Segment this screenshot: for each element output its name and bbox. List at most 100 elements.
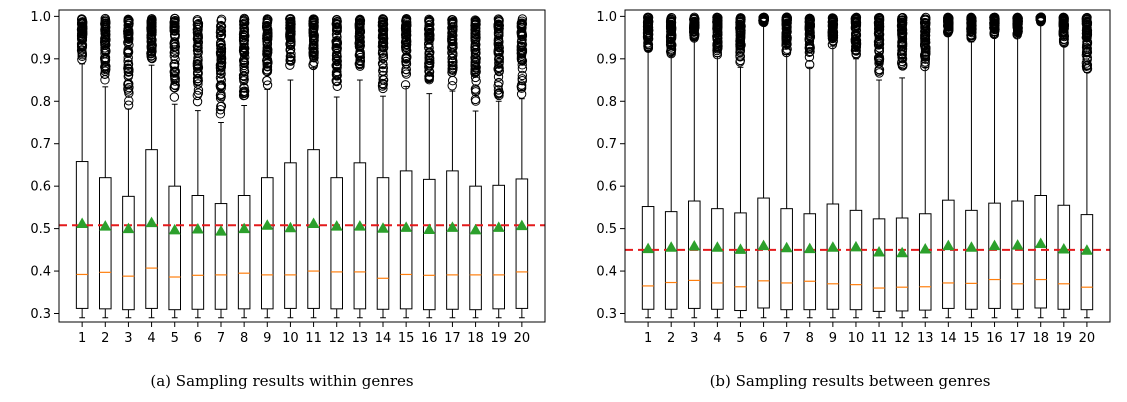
flier [169,67,180,77]
flier [216,91,226,102]
box-11 [307,14,320,319]
flier [1082,60,1093,70]
flier [146,20,157,31]
flier [517,75,528,86]
flier [124,15,134,26]
flier [851,42,862,53]
y-tick-label: 0.9 [596,52,617,67]
flier [735,26,746,36]
flier [967,23,977,34]
flier [193,79,203,89]
flier [309,50,319,61]
flier [123,56,133,66]
mean-marker [284,221,297,233]
flier [192,15,203,25]
x-tick-label: 3 [690,331,698,346]
mean-marker [1080,244,1093,255]
flier [897,49,907,59]
flier [239,90,250,100]
box-5 [168,13,182,319]
flier [494,66,504,76]
box-body [469,185,482,311]
box-body [895,217,909,312]
flier [920,37,930,48]
flier [493,20,504,30]
flier [355,59,365,70]
flier [123,60,133,70]
box-13 [353,14,367,319]
flier [193,59,203,69]
box-body [1057,204,1071,310]
box-body [122,195,135,311]
x-tick-label: 4 [713,331,721,346]
caption-between-genres: (b) Sampling results between genres [710,372,991,390]
x-tick-label: 2 [101,331,109,346]
box-2 [664,13,678,319]
flier [262,61,273,71]
flier [874,45,885,56]
box-body [423,178,436,311]
mean-marker [826,241,839,252]
flier [493,36,504,46]
box-body [1080,214,1094,311]
flier [263,57,273,67]
flier [874,68,885,78]
flier [759,13,769,23]
box-body [307,149,320,309]
y-tick-label: 0.4 [30,265,51,280]
flier [286,56,296,66]
box-body [75,161,89,309]
flier [377,17,388,28]
box-17 [1011,12,1024,319]
box-19 [492,14,505,319]
box-7 [214,14,228,319]
flier [239,83,249,93]
flier [471,76,481,86]
mean-marker [642,242,655,254]
flier [494,77,504,88]
flier [470,84,481,94]
flier [666,42,676,52]
flier [170,26,180,36]
flier [804,36,815,46]
box-9 [261,14,274,319]
flier [1058,19,1069,30]
y-tick-label: 0.9 [30,52,51,67]
box-10 [284,14,297,319]
box-11 [872,12,886,319]
y-tick-label: 0.7 [30,137,51,152]
box-20 [515,14,529,319]
flier [447,15,457,25]
flier [470,94,481,105]
flier [516,83,527,93]
flier [101,16,111,27]
flier [516,41,527,51]
flier [100,32,111,42]
flier [1059,14,1069,24]
flier [920,27,931,37]
x-tick-label: 6 [759,331,767,346]
x-tick-label: 3 [124,331,132,346]
flier [401,34,412,44]
x-tick-label: 10 [848,331,865,346]
flier [354,38,364,49]
mean-marker [261,219,274,230]
flier [1082,12,1092,23]
flier [309,43,319,54]
flier [100,57,110,67]
flier [470,64,480,75]
flier [470,33,480,43]
mean-marker [446,221,459,232]
mean-marker [377,222,389,233]
flier [100,37,110,48]
flier [100,54,111,64]
mean-marker [353,220,366,231]
box-8 [803,13,817,319]
mean-marker [122,222,135,234]
box-body [641,206,655,310]
x-tick-label: 4 [147,331,155,346]
flier [643,22,653,32]
flier [470,57,480,67]
flier [378,30,388,40]
flier [193,53,203,63]
